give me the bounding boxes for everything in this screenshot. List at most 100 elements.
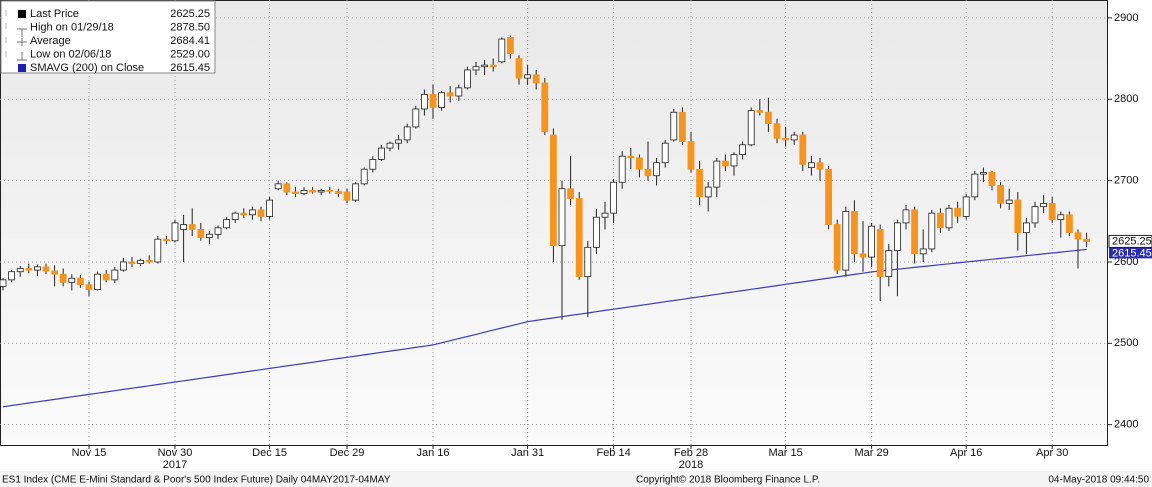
sma-marker [1109,247,1152,259]
candle-body [102,273,110,281]
legend-value: 2625.25 [170,8,210,20]
candle-body [68,277,76,283]
candle-body [782,137,789,141]
candle-body [808,162,815,168]
candle-body [765,111,772,125]
candle-body [679,111,686,142]
candle-body [532,74,540,84]
legend-icon [17,52,27,61]
candle-body [687,141,695,170]
candle-body [205,233,213,238]
candle-body [429,93,437,108]
candle-body [653,162,660,177]
candle-body [550,134,557,247]
x-tick-label: Mar 29 [854,447,888,459]
candle-body [842,211,850,271]
candle-body [833,224,841,271]
candle-body [980,172,987,175]
candle-body [248,209,256,216]
candle-body [971,173,979,198]
legend-label: SMAVG (200) on Close [30,62,144,74]
candle-body [59,273,67,283]
candle-body [1066,214,1073,234]
candle-body [739,144,746,155]
candle-body [902,209,910,224]
y-tick-label: 2800 [1114,93,1138,105]
candle-body [670,111,678,141]
candle-body [825,168,832,225]
x-tick-label: Nov 30 [158,447,193,459]
candle-body [197,229,205,238]
y-tick-label: 2400 [1114,419,1138,431]
candle-body [154,238,162,263]
candle-body [584,246,592,277]
x-tick-label: Mar 15 [768,447,802,459]
legend: Last Price 2625.25 High on 01/29/18 2878.50… [0,0,216,74]
candle-body [988,172,996,186]
y-tick-label: 2600 [1114,256,1138,268]
candle-body [610,181,617,214]
year-label: 2017 [163,459,187,471]
candle-body [945,207,953,229]
candle-body [162,238,170,242]
candle-body [171,222,179,242]
candle-body [51,270,58,275]
candle-body [1005,199,1013,204]
candle-body [463,69,471,89]
legend-icon [17,38,27,46]
legend-label: Last Price [30,8,79,20]
candle-body [696,168,703,198]
candle-body [214,227,222,235]
candle-body [395,139,403,144]
candle-body [274,183,282,190]
candle-body [111,269,119,281]
plot-layer [0,0,1112,449]
candle-body [309,189,317,193]
candle-body [644,168,652,177]
candle-body [498,38,506,63]
candle-body [291,191,299,195]
candle-body [1083,238,1090,242]
candle-body [661,142,669,164]
legend-label: Average [30,35,71,47]
candle-body [137,259,145,264]
last-price-label: 2625.25 [1112,235,1152,247]
candle-body [962,196,970,217]
candle-body [377,147,385,160]
legend-label: High on 01/29/18 [30,21,114,33]
candle-body [722,160,729,167]
year-label: 2018 [679,459,703,471]
candle-body [489,64,497,68]
candle-body [180,224,188,230]
candle-body [317,189,325,193]
y-tick-label: 2900 [1114,12,1138,24]
candle-body [128,261,136,264]
candle-body [343,191,351,201]
candle-body [593,216,600,248]
candle-body [799,134,807,165]
x-tick-label: Jan 31 [511,447,544,459]
candle-body [403,126,411,141]
candle-body [1074,232,1082,240]
candle-body [911,209,918,255]
candle-body [618,155,626,183]
sma-marker-label: 2615.45 [1112,247,1152,259]
candle-body [386,142,394,149]
candle-body [438,92,446,108]
legend-icon [17,28,27,37]
candle-body [747,110,755,146]
x-tick-label: Apr 16 [950,447,982,459]
candle-body [1031,206,1039,224]
legend-label: Low on 02/06/18 [30,48,111,60]
candle-body [120,261,127,271]
candle-body [352,183,360,201]
candle-body [25,268,33,271]
candle-body [1048,202,1056,221]
x-tick-label: Feb 14 [596,447,630,459]
x-tick-label: Dec 29 [330,447,365,459]
y-tick-label: 2500 [1114,337,1138,349]
candle-body [0,279,7,287]
candle-body [567,188,574,199]
candle-body [455,87,463,97]
